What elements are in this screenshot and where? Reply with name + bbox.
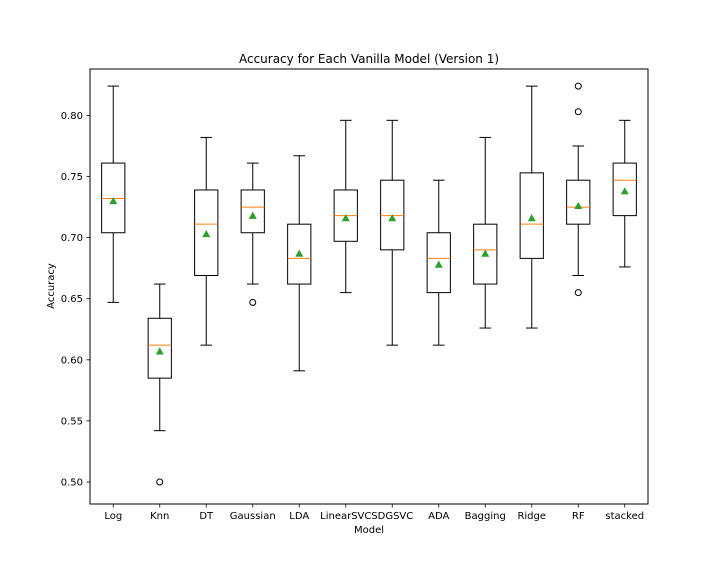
mean-marker (295, 249, 304, 257)
y-tick-label: 0.50 (61, 478, 83, 489)
outlier-point (156, 478, 164, 486)
mean-marker (574, 201, 583, 210)
mean-marker (434, 260, 443, 268)
y-tick-label: 0.70 (61, 233, 83, 244)
mean-marker (109, 196, 118, 205)
box-iqr (287, 223, 312, 285)
box-iqr (380, 179, 405, 251)
y-axis-label: Accuracy (46, 263, 57, 309)
y-tick-label: 0.65 (61, 294, 83, 305)
chart-title: Accuracy for Each Vanilla Model (Version… (239, 52, 499, 66)
box-iqr (612, 162, 637, 217)
box-iqr (101, 162, 126, 234)
outlier-point (249, 298, 257, 306)
mean-marker (388, 214, 397, 222)
y-tick-label: 0.55 (61, 416, 83, 427)
mean-marker (248, 211, 257, 219)
outlier-point (574, 289, 582, 297)
x-tick-label: DT (199, 511, 214, 522)
y-tick-label: 0.80 (61, 111, 83, 122)
x-tick-label: Gaussian (230, 511, 276, 522)
mean-marker (481, 249, 490, 257)
plot-area: 0.50 0.55 0.60 0.65 0.70 0.75 0.80 Log Knn DT Gaus… (61, 82, 644, 522)
x-tick-label: Bagging (465, 511, 506, 522)
x-tick-label: stacked (605, 511, 644, 522)
axes-frame (89, 68, 649, 505)
box-iqr (426, 232, 451, 294)
x-tick-label: RF (572, 511, 585, 522)
outlier-point (574, 82, 582, 90)
y-tick-label: 0.60 (61, 355, 83, 366)
box-iqr (147, 317, 172, 379)
mean-marker (527, 214, 536, 222)
mean-marker (202, 229, 211, 238)
mean-marker (155, 347, 164, 355)
box-iqr (566, 179, 591, 225)
x-axis-label: Model (354, 525, 384, 536)
x-tick-label: Knn (150, 511, 169, 522)
mean-marker (620, 187, 629, 195)
box-iqr (519, 172, 544, 259)
box-iqr (240, 189, 265, 234)
outlier-point (574, 108, 582, 116)
mean-marker (341, 214, 350, 222)
x-tick-label: Log (104, 511, 122, 522)
box-iqr (473, 223, 498, 285)
y-tick-label: 0.75 (61, 172, 83, 183)
x-tick-label: Ridge (517, 511, 546, 522)
x-tick-label: ADA (428, 511, 449, 522)
x-tick-label: SDGSVC (371, 511, 413, 522)
x-tick-label: LDA (289, 511, 309, 522)
box-iqr (194, 189, 219, 277)
x-tick-label: LinearSVC (320, 511, 371, 522)
